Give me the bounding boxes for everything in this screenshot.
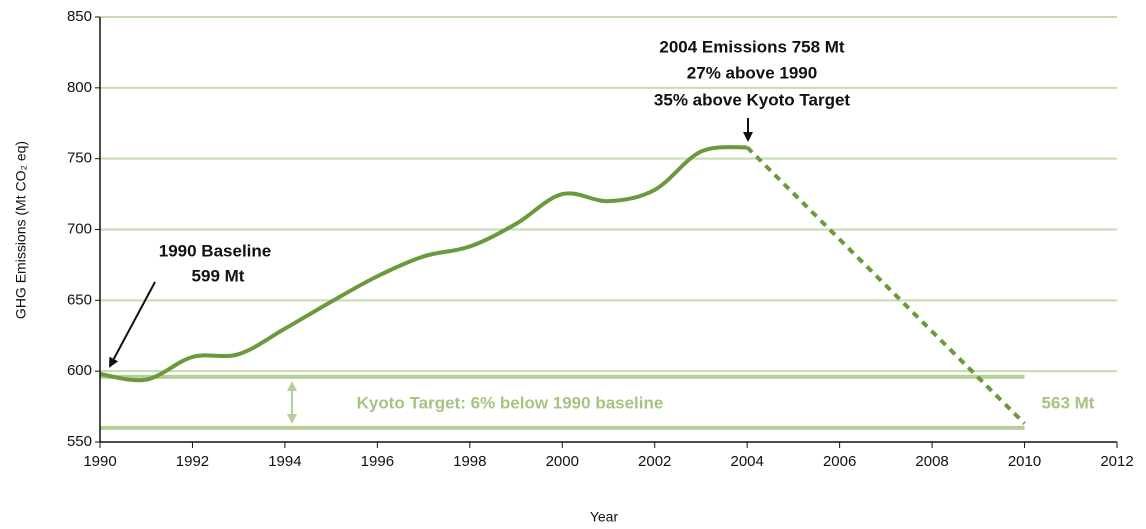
- annotation: 1990 Baseline: [159, 241, 271, 260]
- x-tick-label: 1992: [176, 453, 209, 470]
- annotation: 563 Mt: [1042, 393, 1095, 412]
- x-tick-label: 2008: [915, 453, 948, 470]
- y-tick-label: 650: [67, 291, 92, 308]
- y-tick-label: 850: [67, 8, 92, 25]
- x-tick-label: 2006: [823, 453, 856, 470]
- x-tick-label: 2010: [1008, 453, 1041, 470]
- arrow: [109, 281, 156, 368]
- x-tick-label: 2012: [1100, 453, 1133, 470]
- x-tick-label: 2002: [638, 453, 671, 470]
- annotation: 35% above Kyoto Target: [654, 90, 851, 109]
- annotation: 27% above 1990: [687, 63, 817, 82]
- line-series: [99, 145, 748, 383]
- annotation: Kyoto Target: 6% below 1990 baseline: [357, 393, 664, 412]
- y-tick-label: 600: [67, 362, 92, 379]
- y-axis-label: GHG Emissions (Mt CO₂ eq): [13, 141, 29, 319]
- annotation: 599 Mt: [192, 266, 245, 285]
- x-tick-label: 2004: [730, 453, 763, 470]
- annotation: 2004 Emissions 758 Mt: [659, 37, 845, 56]
- x-axis-label: Year: [590, 509, 619, 525]
- x-tick-label: 1990: [83, 453, 116, 470]
- y-tick-label: 700: [67, 220, 92, 237]
- x-tick-label: 1998: [453, 453, 486, 470]
- x-tick-label: 2000: [546, 453, 579, 470]
- y-tick-label: 800: [67, 79, 92, 96]
- y-tick-label: 550: [67, 433, 92, 450]
- y-tick-label: 750: [67, 150, 92, 167]
- x-tick-label: 1996: [361, 453, 394, 470]
- x-tick-label: 1994: [268, 453, 301, 470]
- line-series: [745, 145, 1026, 426]
